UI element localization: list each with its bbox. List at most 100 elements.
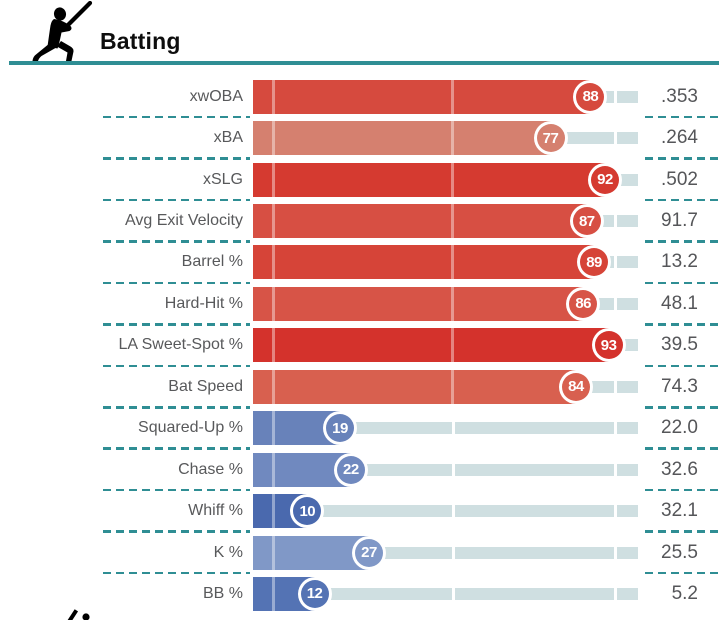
percentile-number: 77 — [536, 124, 565, 153]
row-separator-right — [645, 115, 719, 119]
row-separator-left — [103, 447, 250, 450]
percentile-fill — [253, 79, 591, 114]
percentile-number: 88 — [576, 82, 605, 111]
metric-label: Whiff % — [188, 502, 243, 520]
metric-value: 22.0 — [661, 417, 698, 439]
metric-value: .353 — [661, 85, 698, 107]
percentile-bar[interactable]: 27 — [253, 532, 645, 573]
row-separator-right — [645, 198, 719, 202]
percentile-bubble[interactable]: 86 — [566, 286, 601, 321]
metric-label: Hard-Hit % — [164, 294, 243, 312]
row-separator-left — [103, 198, 250, 202]
metric-value: 39.5 — [661, 334, 698, 356]
row-separator-right — [645, 530, 719, 533]
percentile-number: 10 — [293, 497, 322, 526]
metric-row: xSLG 92 .502 — [0, 159, 724, 202]
metric-row: xwOBA 88 .353 — [0, 76, 724, 119]
metric-row: Squared-Up % 19 22.0 — [0, 408, 724, 450]
row-separator-right — [645, 571, 719, 575]
row-separator-right — [645, 281, 719, 285]
percentile-track — [253, 505, 638, 518]
metric-label: BB % — [202, 584, 243, 602]
percentile-bubble[interactable]: 84 — [558, 369, 593, 404]
metric-row: Barrel % 89 13.2 — [0, 242, 724, 285]
next-section-icon — [65, 609, 90, 620]
percentile-bubble[interactable]: 89 — [577, 245, 612, 280]
percentile-bar[interactable]: 12 — [253, 573, 645, 614]
row-separator-right — [645, 447, 719, 450]
row-separator-left — [103, 364, 250, 368]
metric-label: LA Sweet-Spot % — [118, 336, 243, 354]
percentile-number: 12 — [300, 579, 329, 608]
percentile-number: 22 — [336, 455, 365, 484]
percentile-bubble[interactable]: 22 — [333, 452, 368, 487]
metric-row: K % 27 25.5 — [0, 532, 724, 575]
metric-value: 25.5 — [661, 541, 698, 563]
percentile-bubble[interactable]: 10 — [290, 494, 325, 529]
percentile-bubble[interactable]: 88 — [573, 79, 608, 114]
percentile-bubble[interactable]: 87 — [569, 204, 604, 239]
metric-value: 48.1 — [661, 292, 698, 314]
percentile-bar[interactable]: 77 — [253, 117, 645, 158]
metric-label: Chase % — [178, 460, 243, 478]
percentile-fill — [253, 162, 605, 197]
metric-value: 13.2 — [661, 251, 698, 273]
row-separator-left — [103, 406, 250, 409]
percentile-fill — [253, 204, 587, 239]
percentile-fill — [253, 328, 609, 363]
metric-row: Whiff % 10 32.1 — [0, 490, 724, 533]
metric-value: 32.1 — [661, 500, 698, 522]
metric-value: 32.6 — [661, 458, 698, 480]
metric-row: xBA 77 .264 — [0, 117, 724, 160]
metric-label: xwOBA — [189, 87, 243, 105]
metric-value: 91.7 — [661, 210, 698, 232]
row-separator-right — [645, 157, 719, 160]
percentile-number: 19 — [325, 414, 354, 443]
percentile-bar[interactable]: 92 — [253, 159, 645, 200]
percentile-bubble[interactable]: 93 — [591, 328, 626, 363]
percentile-bubble[interactable]: 27 — [352, 535, 386, 570]
percentile-number: 86 — [569, 289, 598, 318]
percentile-number: 84 — [561, 372, 590, 401]
percentile-bar[interactable]: 19 — [253, 408, 645, 449]
percentile-bar[interactable]: 89 — [253, 242, 645, 283]
metric-label: K % — [213, 543, 243, 561]
metric-row: Avg Exit Velocity 87 91.7 — [0, 200, 724, 243]
section-divider — [9, 61, 719, 65]
percentile-number: 92 — [590, 165, 619, 194]
percentile-bubble[interactable]: 92 — [587, 162, 622, 197]
percentile-fill — [253, 245, 595, 280]
percentile-track — [253, 587, 638, 600]
percentile-bubble[interactable]: 77 — [533, 121, 568, 156]
percentile-bar[interactable]: 84 — [253, 366, 645, 407]
percentile-bar[interactable]: 86 — [253, 283, 645, 324]
row-separator-left — [103, 530, 250, 533]
metric-row: Chase % 22 32.6 — [0, 449, 724, 492]
percentile-fill — [253, 369, 576, 404]
metric-row: BB % 12 5.2 — [0, 573, 724, 614]
row-separator-right — [645, 240, 719, 243]
row-separator-right — [645, 406, 719, 409]
percentile-bar[interactable]: 10 — [253, 490, 645, 531]
row-separator-left — [103, 571, 250, 575]
percentile-bubble[interactable]: 12 — [297, 576, 332, 611]
percentile-bar[interactable]: 22 — [253, 449, 645, 490]
section-title: Batting — [100, 28, 181, 54]
metric-rows: xwOBA 88 .353 xBA 77 .264 — [0, 76, 724, 615]
percentile-fill — [253, 286, 584, 321]
percentile-fill — [253, 121, 551, 156]
row-separator-right — [645, 323, 719, 326]
metric-value: 5.2 — [671, 582, 698, 604]
batter-icon — [32, 1, 93, 61]
metric-label: xBA — [213, 129, 243, 147]
metric-label: Bat Speed — [168, 377, 243, 395]
percentile-bar[interactable]: 93 — [253, 325, 645, 366]
row-separator-left — [103, 240, 250, 243]
row-separator-left — [103, 323, 250, 326]
percentile-bar[interactable]: 87 — [253, 200, 645, 241]
metric-row: Bat Speed 84 74.3 — [0, 366, 724, 409]
percentile-bubble[interactable]: 19 — [322, 411, 357, 446]
percentile-bar[interactable]: 88 — [253, 76, 645, 117]
row-separator-right — [645, 488, 719, 492]
